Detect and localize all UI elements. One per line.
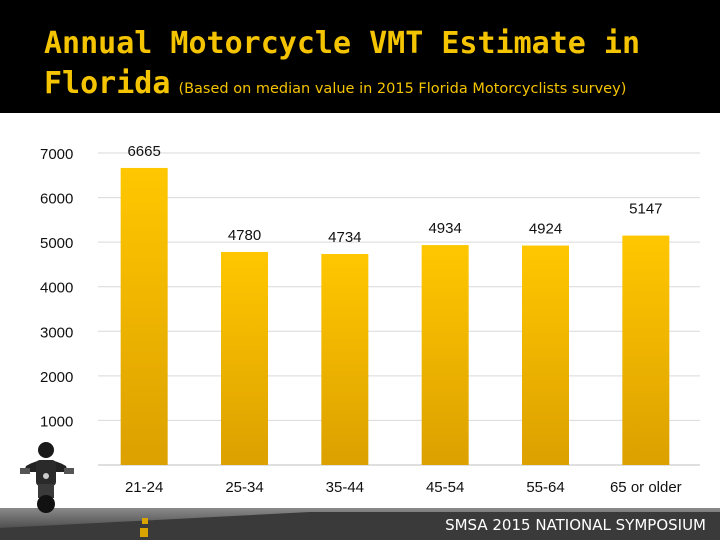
y-tick-label: 1000 bbox=[40, 413, 73, 430]
chart-title-line1: Annual Motorcycle VMT Estimate in bbox=[44, 26, 641, 61]
chart-title-florida: Florida bbox=[44, 66, 171, 101]
x-category-label: 65 or older bbox=[610, 479, 682, 496]
footer-text: SMSA 2015 NATIONAL SYMPOSIUM bbox=[445, 516, 706, 534]
bar bbox=[321, 253, 369, 465]
motorcycle-rider-image bbox=[20, 442, 74, 513]
bar bbox=[221, 251, 268, 465]
y-tick-label: 2000 bbox=[40, 369, 73, 386]
x-category-label: 21-24 bbox=[125, 479, 163, 496]
bar-value-label: 4734 bbox=[328, 229, 361, 246]
bar bbox=[622, 235, 670, 465]
bar-value-label: 6665 bbox=[127, 143, 160, 160]
bar bbox=[522, 245, 569, 465]
x-category-label: 35-44 bbox=[326, 479, 364, 496]
bar-value-label: 4934 bbox=[428, 220, 461, 237]
bar bbox=[421, 245, 469, 465]
road-image bbox=[0, 508, 720, 540]
x-category-label: 45-54 bbox=[426, 479, 464, 496]
bar-value-label: 4780 bbox=[228, 227, 261, 244]
x-category-label: 25-34 bbox=[225, 479, 263, 496]
y-tick-label: 6000 bbox=[40, 191, 73, 208]
chart-title-line2: Florida (Based on median value in 2015 Fl… bbox=[44, 66, 626, 101]
chart-subtitle: (Based on median value in 2015 Florida M… bbox=[178, 81, 627, 97]
title-bar: Annual Motorcycle VMT Estimate in Florid… bbox=[0, 0, 720, 113]
bar bbox=[120, 167, 168, 465]
bar-value-label: 4924 bbox=[529, 221, 562, 238]
y-tick-label: 5000 bbox=[40, 235, 73, 252]
y-tick-label: 7000 bbox=[40, 146, 73, 163]
y-tick-label: 3000 bbox=[40, 324, 73, 341]
bar-chart: 1000 2000 3000 4000 5000 6000 7000 6665 21-24 478… bbox=[40, 143, 700, 496]
y-tick-label: 4000 bbox=[40, 280, 73, 297]
bar-value-label: 5147 bbox=[629, 201, 662, 218]
x-category-label: 55-64 bbox=[526, 479, 564, 496]
